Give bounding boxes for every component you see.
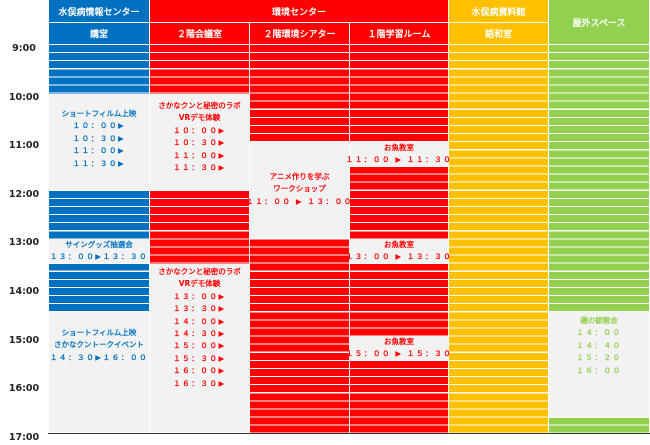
header-room-1f-learning-label: １階学習ルーム <box>367 30 431 40</box>
event-slot: １１：００ ▶ １１：３０ <box>345 155 453 165</box>
time-label-0900: 9:00 <box>12 43 36 54</box>
event-slot: １４：４０ <box>576 340 622 350</box>
event-slot: １３：３０▶ <box>173 304 226 314</box>
event-title: お魚教室 <box>384 143 414 152</box>
event-slot: １１：００ ▶ １３：００ <box>246 196 353 206</box>
header-room-japanese: 語和室 <box>449 23 549 45</box>
header-venue-environment-center: 環境センター <box>150 0 449 23</box>
event-title: サイングッズ抽選会 <box>65 240 133 249</box>
event-anime-workshop[interactable]: アニメ作りを学ぶ ワークショップ １１：００ ▶ １３：００ <box>246 142 351 239</box>
event-slot: １６：３０▶ <box>173 378 226 388</box>
event-slot: １０：００▶ <box>173 125 226 135</box>
event-short-film-talk[interactable]: ショートフィルム上映 さかなクントークイベント １４：３０▶１６：００ <box>49 312 150 433</box>
event-vr-lab-afternoon[interactable]: さかなクンと秘密のラボ VRデモ体験 １３：００▶ １３：３０▶ １４：００▶ … <box>150 264 250 433</box>
event-slot: １１：３０▶ <box>173 163 226 173</box>
event-slot: １３：００▶１３：３０ <box>49 252 149 262</box>
event-title: アニメ作りを学ぶ <box>269 172 330 181</box>
event-slot: １１：００▶ <box>173 150 226 160</box>
time-label-1600: 16:00 <box>8 383 40 394</box>
time-label-1700: 17:00 <box>8 432 40 443</box>
event-slot: １０：００▶ <box>72 121 126 131</box>
event-title: さかなクンと秘密のラボ <box>158 267 241 276</box>
event-signed-goods-lottery[interactable]: サイングッズ抽選会 １３：００▶１３：３０ <box>49 239 150 264</box>
event-slot: １１：００▶ <box>72 146 126 156</box>
header-venue-info-center: 水俣病情報センター <box>49 0 150 23</box>
header-room-auditorium: 講堂 <box>49 23 150 45</box>
time-label-1500: 15:00 <box>8 335 40 346</box>
event-tidepool-observation[interactable]: 磯の観察会 １４：００ １４：４０ １５：２０ １６：００ <box>549 312 650 418</box>
event-slot: １５：２０ <box>576 353 622 363</box>
event-title: お魚教室 <box>384 240 414 249</box>
header-venue-outdoor: 屋外スペース <box>549 0 650 45</box>
event-subtitle: さかなクントークイベント <box>54 340 144 350</box>
event-slot: １３：００ ▶ １３：３０ <box>345 252 453 262</box>
event-slot: １１：３０▶ <box>72 158 126 168</box>
time-label-1100: 11:00 <box>8 140 40 151</box>
column-japanese-bg <box>449 45 549 433</box>
event-title: 磯の観察会 <box>580 316 618 325</box>
event-title: ショートフィルム上映 <box>61 328 137 337</box>
time-label-1400: 14:00 <box>8 286 40 297</box>
event-slot: １５：３０▶ <box>173 353 226 363</box>
header-room-japanese-label: 語和室 <box>484 30 512 40</box>
event-short-film-morning[interactable]: ショートフィルム上映 １０：００▶ １０：３０▶ １１：００▶ １１：３０▶ <box>49 94 150 191</box>
event-title: お魚教室 <box>384 337 414 346</box>
header-room-2f-meeting-label: ２階会議室 <box>176 30 222 40</box>
event-fish-class-2[interactable]: お魚教室 １３：００ ▶ １３：３０ <box>346 239 451 264</box>
event-slot: １４：３０▶ <box>173 329 226 339</box>
event-slot: １５：００ ▶ １５：３０ <box>345 349 453 359</box>
event-slot: １４：００ <box>576 328 622 338</box>
event-fish-class-1[interactable]: お魚教室 １１：００ ▶ １１：３０ <box>346 142 451 167</box>
event-title: さかなクンと秘密のラボ <box>158 101 241 110</box>
event-subtitle: ワークショップ <box>273 184 326 194</box>
event-slot: １５：００▶ <box>173 341 226 351</box>
header-venue-environment-center-label: 環境センター <box>271 7 326 18</box>
header-venue-museum: 水俣病資料館 <box>449 0 549 23</box>
schedule-bottom-border <box>48 433 650 434</box>
event-slot: １６：００ <box>576 365 622 375</box>
event-title: ショートフィルム上映 <box>61 109 137 118</box>
header-room-2f-meeting: ２階会議室 <box>150 23 250 45</box>
event-slot: １４：３０▶１６：００ <box>49 352 149 362</box>
event-slot: １０：３０▶ <box>72 133 126 143</box>
event-subtitle: VRデモ体験 <box>178 279 221 289</box>
time-label-1200: 12:00 <box>8 189 40 200</box>
event-slot: １３：００▶ <box>173 291 226 301</box>
column-2f-theater-bg <box>250 45 350 433</box>
time-label-1000: 10:00 <box>8 92 40 103</box>
time-label-1300: 13:00 <box>8 237 40 248</box>
event-vr-lab-morning[interactable]: さかなクンと秘密のラボ VRデモ体験 １０：００▶ １０：３０▶ １１：００▶ … <box>150 94 250 191</box>
header-venue-museum-label: 水俣病資料館 <box>471 7 526 18</box>
header-room-1f-learning: １階学習ルーム <box>350 23 449 45</box>
header-room-auditorium-label: 講堂 <box>89 30 108 40</box>
header-venue-info-center-label: 水俣病情報センター <box>58 7 140 18</box>
event-slot: １０：３０▶ <box>173 138 226 148</box>
event-fish-class-3[interactable]: お魚教室 １５：００ ▶ １５：３０ <box>346 336 451 361</box>
event-slot: １４：００▶ <box>173 316 226 326</box>
header-room-2f-theater: ２階環境シアター <box>250 23 350 45</box>
event-subtitle: VRデモ体験 <box>178 113 221 123</box>
header-venue-outdoor-label: 屋外スペース <box>572 18 626 29</box>
event-slot: １６：００▶ <box>173 366 226 376</box>
header-room-2f-theater-label: ２階環境シアター <box>263 30 336 40</box>
